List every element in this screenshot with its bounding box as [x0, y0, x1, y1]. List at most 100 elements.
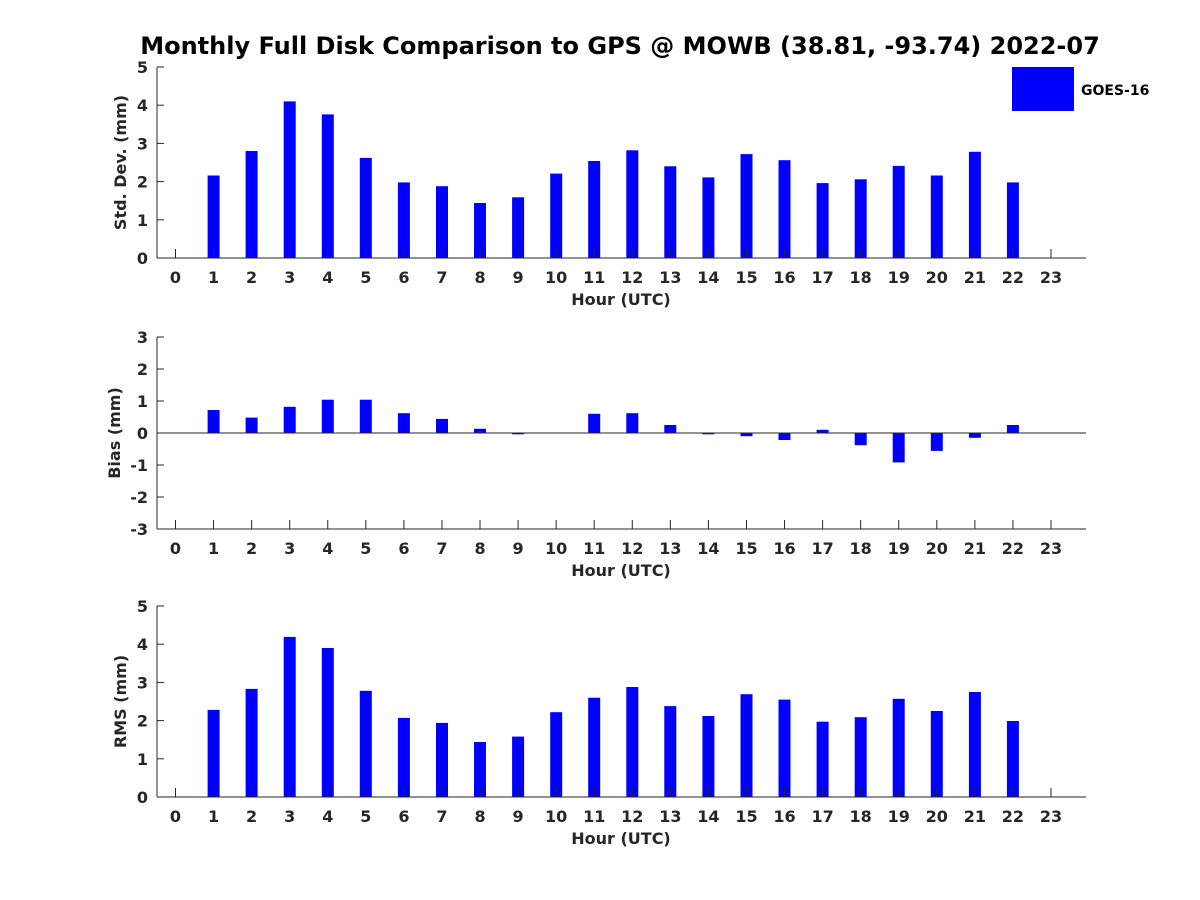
bar-bias-8 — [474, 428, 486, 433]
bar-bias-9 — [512, 433, 525, 435]
x-tick-label: 1 — [208, 268, 219, 287]
y-axis-label: Bias (mm) — [105, 387, 124, 479]
y-tick-label: 2 — [137, 360, 148, 379]
x-tick-label: 20 — [926, 268, 948, 287]
bar-std-3 — [283, 101, 296, 259]
x-tick-label: 17 — [811, 807, 833, 826]
bar-bias-18 — [854, 433, 867, 446]
x-axis-label: Hour (UTC) — [571, 829, 671, 848]
x-tick-label: 14 — [697, 539, 719, 558]
x-tick-label: 13 — [659, 807, 681, 826]
bar-rms-5 — [359, 690, 372, 797]
x-tick-label: 10 — [545, 539, 567, 558]
y-axis-label: Std. Dev. (mm) — [111, 95, 130, 230]
bar-std-13 — [664, 166, 677, 258]
y-axis-label: RMS (mm) — [111, 655, 130, 748]
x-tick-label: 18 — [850, 807, 872, 826]
bar-std-15 — [740, 154, 753, 258]
y-tick-label: 4 — [137, 635, 148, 654]
bar-rms-7 — [436, 722, 448, 797]
x-tick-label: 13 — [659, 268, 681, 287]
y-tick-label: 0 — [137, 424, 148, 443]
bar-rms-12 — [626, 687, 639, 797]
x-tick-label: 9 — [513, 807, 524, 826]
x-tick-label: 3 — [284, 539, 295, 558]
x-tick-label: 15 — [735, 268, 757, 287]
x-tick-label: 19 — [888, 539, 910, 558]
y-tick-label: 5 — [137, 597, 148, 616]
bar-bias-6 — [397, 413, 410, 433]
x-tick-label: 0 — [170, 268, 181, 287]
x-tick-label: 2 — [246, 539, 257, 558]
x-tick-label: 4 — [322, 268, 333, 287]
y-tick-label: 4 — [137, 96, 148, 115]
bar-bias-12 — [626, 413, 639, 433]
x-tick-label: 12 — [621, 539, 643, 558]
x-tick-label: 3 — [284, 807, 295, 826]
x-tick-label: 15 — [735, 539, 757, 558]
x-tick-label: 13 — [659, 539, 681, 558]
x-tick-label: 8 — [474, 539, 485, 558]
x-tick-label: 12 — [621, 807, 643, 826]
bar-bias-17 — [816, 429, 829, 433]
bar-bias-16 — [778, 433, 791, 440]
y-tick-label: 1 — [137, 750, 148, 769]
bar-std-9 — [512, 197, 525, 258]
bar-std-21 — [968, 151, 981, 258]
x-tick-label: 21 — [964, 807, 986, 826]
y-tick-label: -3 — [130, 520, 148, 539]
bar-rms-17 — [816, 721, 829, 797]
bar-std-19 — [892, 165, 905, 258]
x-tick-label: 23 — [1040, 539, 1062, 558]
bar-rms-14 — [702, 716, 715, 797]
bar-bias-7 — [436, 418, 448, 433]
y-tick-label: -1 — [130, 456, 148, 475]
bar-rms-4 — [321, 648, 334, 797]
y-tick-label: 1 — [137, 211, 148, 230]
bar-rms-10 — [550, 712, 563, 797]
x-tick-label: 8 — [474, 268, 485, 287]
bar-bias-4 — [321, 399, 334, 433]
x-tick-label: 20 — [926, 539, 948, 558]
x-tick-label: 6 — [398, 807, 409, 826]
x-tick-label: 19 — [888, 268, 910, 287]
bar-std-11 — [588, 161, 601, 258]
bar-rms-11 — [588, 697, 601, 797]
bar-rms-15 — [740, 694, 753, 797]
y-tick-label: 0 — [137, 249, 148, 268]
bar-rms-1 — [207, 709, 220, 797]
x-tick-label: 5 — [360, 539, 371, 558]
bar-std-7 — [436, 186, 448, 258]
x-tick-label: 16 — [773, 268, 795, 287]
x-tick-label: 14 — [697, 807, 719, 826]
x-tick-label: 0 — [170, 539, 181, 558]
x-tick-label: 16 — [773, 539, 795, 558]
bar-rms-18 — [854, 717, 867, 797]
x-tick-label: 12 — [621, 268, 643, 287]
bar-rms-3 — [283, 636, 296, 797]
x-tick-label: 6 — [398, 539, 409, 558]
x-tick-label: 11 — [583, 539, 605, 558]
x-axis-label: Hour (UTC) — [571, 290, 671, 309]
x-tick-label: 1 — [208, 807, 219, 826]
bar-std-14 — [702, 177, 715, 258]
bar-bias-2 — [245, 417, 258, 433]
y-tick-label: 2 — [137, 173, 148, 192]
x-tick-label: 9 — [513, 539, 524, 558]
bar-bias-19 — [892, 433, 905, 463]
x-tick-label: 22 — [1002, 807, 1024, 826]
bar-rms-8 — [474, 742, 486, 797]
bar-rms-21 — [968, 692, 981, 797]
bar-std-16 — [778, 160, 791, 258]
x-tick-label: 6 — [398, 268, 409, 287]
x-tick-label: 17 — [811, 268, 833, 287]
bar-rms-16 — [778, 699, 791, 797]
bar-rms-22 — [1006, 721, 1019, 797]
bar-std-5 — [359, 157, 372, 258]
x-tick-label: 8 — [474, 807, 485, 826]
bar-std-12 — [626, 150, 639, 258]
x-axis-label: Hour (UTC) — [571, 561, 671, 580]
bar-rms-2 — [245, 688, 258, 797]
